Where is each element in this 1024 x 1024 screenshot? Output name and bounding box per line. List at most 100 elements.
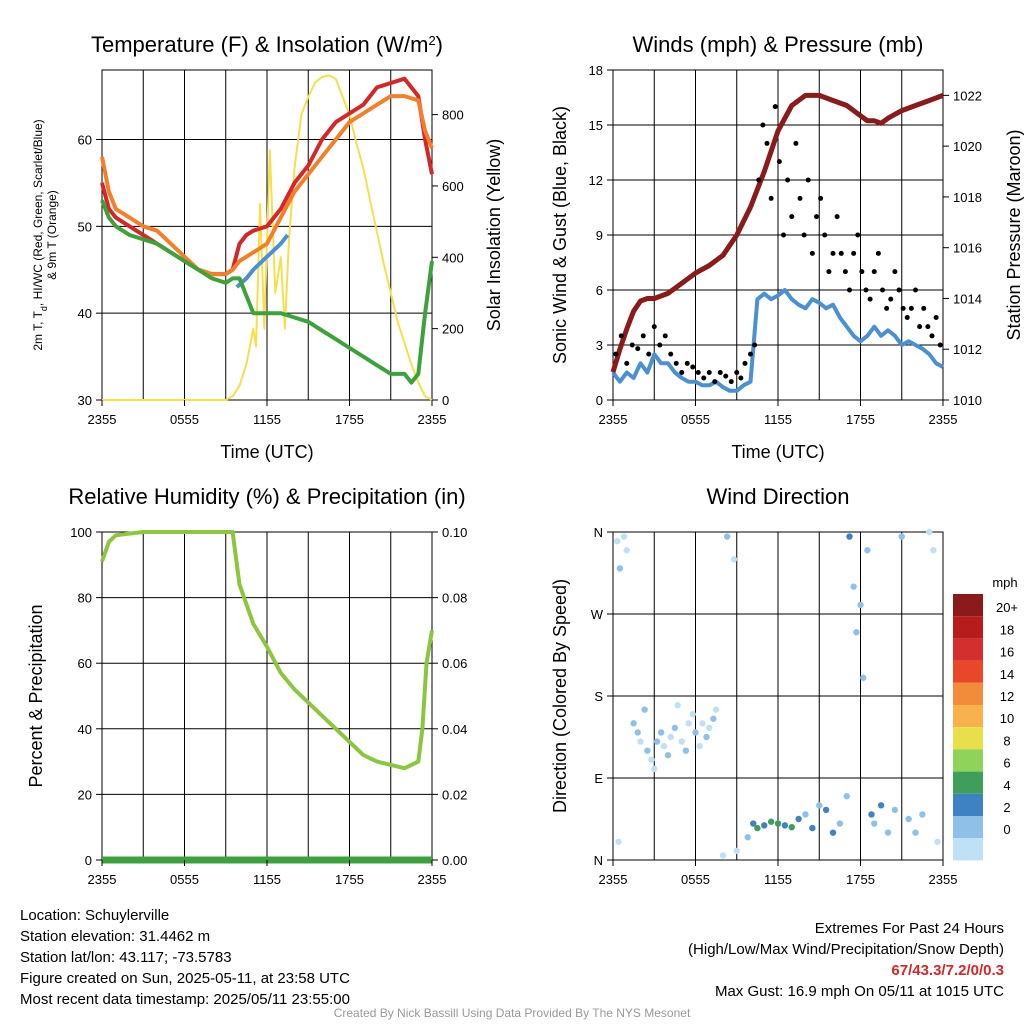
wind-direction-point	[934, 838, 941, 845]
wind-direction-point	[682, 747, 690, 754]
gust-point	[875, 250, 881, 256]
wind-direction-point	[685, 720, 692, 727]
gust-point	[742, 360, 748, 366]
wind-direction-point	[703, 733, 710, 741]
elevation-text: Station elevation: 31.4462 m	[20, 928, 211, 945]
temperature-series-line	[100, 199, 434, 385]
legend-label: 12	[1000, 689, 1014, 704]
gust-point	[760, 122, 766, 128]
gust-point	[880, 287, 885, 293]
wind-direction-point	[868, 811, 875, 818]
legend-title: mph	[992, 575, 1017, 590]
y-tick-label: 0	[85, 853, 92, 868]
wind-direction-point	[678, 738, 685, 745]
y2-tick-label: 1010	[953, 393, 982, 408]
legend-swatch	[953, 638, 983, 661]
wind-direction-ylabel: Direction (Colored By Speed)	[550, 579, 570, 813]
y-tick-label: 15	[589, 118, 603, 133]
wind-direction-point	[648, 756, 655, 763]
x-tick-label: 2355	[599, 412, 628, 427]
wind-direction-point	[860, 674, 867, 681]
temperature-panel: Temperature (F) & Insolation (W/m2) 2355…	[31, 32, 504, 462]
gust-point	[695, 370, 701, 375]
x-tick-label: 2355	[418, 412, 447, 427]
winds-panel: Winds (mph) & Pressure (mb) 2355 0555 1155…	[550, 32, 1024, 462]
credit-text: Created By Nick Bassill Using Data Provi…	[333, 1006, 691, 1020]
wind-direction-point	[644, 747, 651, 754]
y2-tick-label: 1018	[953, 190, 982, 205]
wind-direction-point	[754, 824, 761, 832]
temperature-series-line	[235, 233, 290, 289]
gust-point	[756, 177, 762, 183]
wind-direction-point	[750, 820, 757, 827]
x-tick-label: 1755	[846, 412, 875, 427]
extremes-subtitle: (High/Low/Max Wind/Precipitation/Snow De…	[688, 941, 1004, 958]
wind-direction-point	[788, 824, 795, 831]
gust-point	[679, 370, 685, 375]
y2-tick-label: 1020	[953, 139, 982, 154]
wind-direction-point	[809, 824, 816, 832]
gust-point	[867, 296, 873, 302]
legend-swatch	[953, 838, 983, 861]
gust-point	[690, 364, 696, 370]
legend-label: 4	[1003, 778, 1010, 793]
wind-direction-point	[692, 729, 699, 736]
wind-direction-point	[613, 537, 621, 545]
insolation-y2label: Solar Insolation (Yellow)	[484, 139, 504, 331]
recent-text: Most recent data timestamp: 2025/05/11 2…	[20, 991, 350, 1008]
y-tick-label: 50	[78, 219, 92, 234]
gust-point	[701, 375, 707, 381]
gust-point	[793, 140, 799, 146]
y-tick-label: W	[591, 607, 604, 622]
humidity-title: Relative Humidity (%) & Precipitation (i…	[68, 484, 465, 509]
gust-point	[830, 250, 836, 256]
x-tick-label: 0555	[681, 872, 710, 887]
gust-point	[925, 324, 931, 330]
x-tick-label: 0555	[170, 872, 199, 887]
gust-point	[842, 269, 848, 275]
extremes-info: Extremes For Past 24 Hours (High/Low/Max…	[688, 918, 1004, 1002]
y-tick-label: 30	[78, 393, 92, 408]
wind-direction-point	[616, 565, 624, 572]
x-tick-label: 1755	[846, 872, 875, 887]
wind-direction-point	[653, 738, 661, 745]
wind-direction-point	[816, 802, 823, 809]
y-tick-label: 40	[78, 306, 92, 321]
gust-point	[657, 342, 663, 348]
x-tick-label: 2355	[88, 872, 117, 887]
wind-direction-point	[620, 533, 628, 540]
gust-point	[937, 342, 943, 348]
y-tick-label: 20	[78, 787, 92, 802]
y2-tick-label: 1016	[953, 241, 982, 256]
y-tick-label: 60	[78, 656, 92, 671]
legend-label: 6	[1003, 756, 1010, 771]
wind-direction-point	[853, 629, 860, 636]
gust-point	[814, 214, 819, 220]
y-tick-label: 100	[70, 525, 92, 540]
wind-direction-point	[829, 829, 837, 836]
x-tick-label: 2355	[88, 412, 117, 427]
wind-direction-point	[802, 811, 809, 818]
gust-point	[851, 250, 857, 256]
y2-tick-label: 0.04	[442, 722, 467, 737]
gust-point	[662, 333, 668, 339]
gust-point	[797, 195, 803, 201]
legend-label: 16	[1000, 645, 1014, 660]
y2-tick-label: 1014	[953, 291, 982, 306]
wind-direction-point	[723, 533, 731, 540]
y-tick-label: N	[594, 853, 603, 868]
x-tick-label: 0555	[170, 412, 199, 427]
gust-point	[826, 269, 832, 275]
wind-direction-point	[733, 847, 740, 855]
gust-point	[717, 370, 723, 375]
humidity-line	[100, 530, 434, 771]
gust-point	[884, 305, 890, 311]
legend-swatch	[953, 594, 983, 617]
gust-point	[822, 232, 828, 238]
gust-point	[904, 315, 910, 320]
temperature-series-line	[100, 94, 434, 277]
temperature-ylabel-line2: & 9m T (Orange)	[45, 190, 59, 280]
legend-label: 8	[1003, 733, 1010, 748]
gust-point	[908, 305, 914, 311]
gust-point	[618, 333, 624, 339]
